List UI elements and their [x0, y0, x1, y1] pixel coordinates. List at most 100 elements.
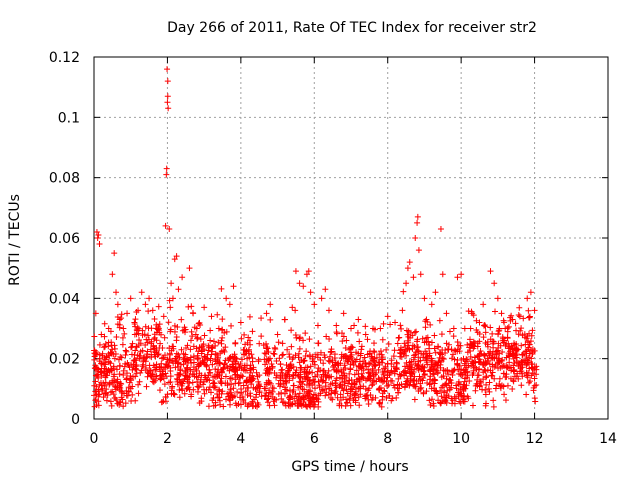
data-point [338, 355, 345, 362]
data-point [341, 372, 348, 379]
data-point [217, 378, 224, 385]
data-point [403, 327, 410, 334]
data-point [341, 362, 348, 369]
data-point [341, 353, 348, 360]
data-point [279, 352, 286, 359]
data-point [110, 373, 117, 380]
data-point [314, 354, 321, 361]
y-axis-label: ROTI / TECUs [7, 194, 23, 286]
data-point [482, 323, 489, 330]
data-point [352, 390, 359, 397]
data-point [417, 385, 424, 392]
data-point [168, 347, 175, 354]
data-point [114, 301, 121, 308]
data-point [156, 345, 163, 352]
data-point [292, 307, 299, 314]
data-point [468, 342, 475, 349]
data-point [428, 355, 435, 362]
data-point [132, 347, 139, 354]
data-point [222, 344, 229, 351]
x-tick-label: 0 [90, 431, 99, 447]
data-point [469, 402, 476, 409]
data-point [482, 391, 489, 398]
data-point [175, 359, 182, 366]
data-point [195, 374, 202, 381]
data-point [224, 390, 231, 397]
data-point [273, 396, 280, 403]
x-tick-label: 14 [599, 431, 617, 447]
data-point [401, 372, 408, 379]
data-point [315, 403, 322, 410]
data-point [420, 390, 427, 397]
data-point [147, 367, 154, 374]
data-point [436, 354, 443, 361]
data-point [238, 401, 245, 408]
data-point [476, 378, 483, 385]
data-point [292, 391, 299, 398]
data-point [201, 304, 208, 311]
data-point [236, 394, 243, 401]
data-point [383, 346, 390, 353]
data-point [326, 335, 333, 342]
data-point [304, 364, 311, 371]
data-point [261, 385, 268, 392]
data-point [107, 398, 114, 405]
data-point [330, 364, 337, 371]
data-point [246, 374, 253, 381]
data-point [278, 389, 285, 396]
data-point [95, 388, 102, 395]
data-point [523, 371, 530, 378]
data-point [292, 332, 299, 339]
data-point [378, 403, 385, 410]
data-point [288, 327, 295, 334]
data-point [92, 310, 99, 317]
data-point [480, 322, 487, 329]
data-point [287, 400, 294, 407]
data-point [490, 338, 497, 345]
data-point [515, 331, 522, 338]
data-point [300, 392, 307, 399]
data-point [480, 376, 487, 383]
data-point [241, 364, 248, 371]
data-point [518, 358, 525, 365]
data-point [431, 332, 438, 339]
data-point [321, 354, 328, 361]
data-point [135, 390, 142, 397]
data-point [412, 235, 419, 241]
data-point [510, 378, 517, 385]
data-point [415, 348, 422, 355]
data-point [437, 225, 444, 232]
data-point [406, 259, 413, 266]
data-point [311, 358, 318, 365]
data-point [338, 366, 345, 373]
data-point [255, 382, 262, 389]
data-point [106, 381, 113, 388]
data-point [525, 354, 532, 361]
data-point [207, 337, 214, 344]
data-point [124, 370, 131, 377]
data-point [172, 364, 179, 371]
data-point [331, 351, 338, 358]
data-point [329, 396, 336, 403]
data-point [427, 368, 434, 375]
data-point [426, 376, 433, 383]
data-point [394, 381, 401, 388]
data-point [526, 313, 533, 320]
data-point [348, 325, 354, 332]
data-point [133, 370, 140, 377]
data-point [234, 388, 241, 395]
data-point [137, 348, 144, 355]
data-point [391, 370, 398, 377]
data-point [432, 387, 439, 394]
data-point [125, 361, 132, 368]
data-point [342, 344, 349, 351]
data-point [114, 314, 121, 321]
data-point [435, 397, 442, 404]
data-point [412, 351, 419, 358]
data-point [211, 380, 218, 387]
data-point [398, 325, 405, 332]
data-point [325, 367, 332, 374]
data-point [275, 339, 282, 346]
data-point [113, 396, 120, 403]
data-point [269, 384, 276, 391]
